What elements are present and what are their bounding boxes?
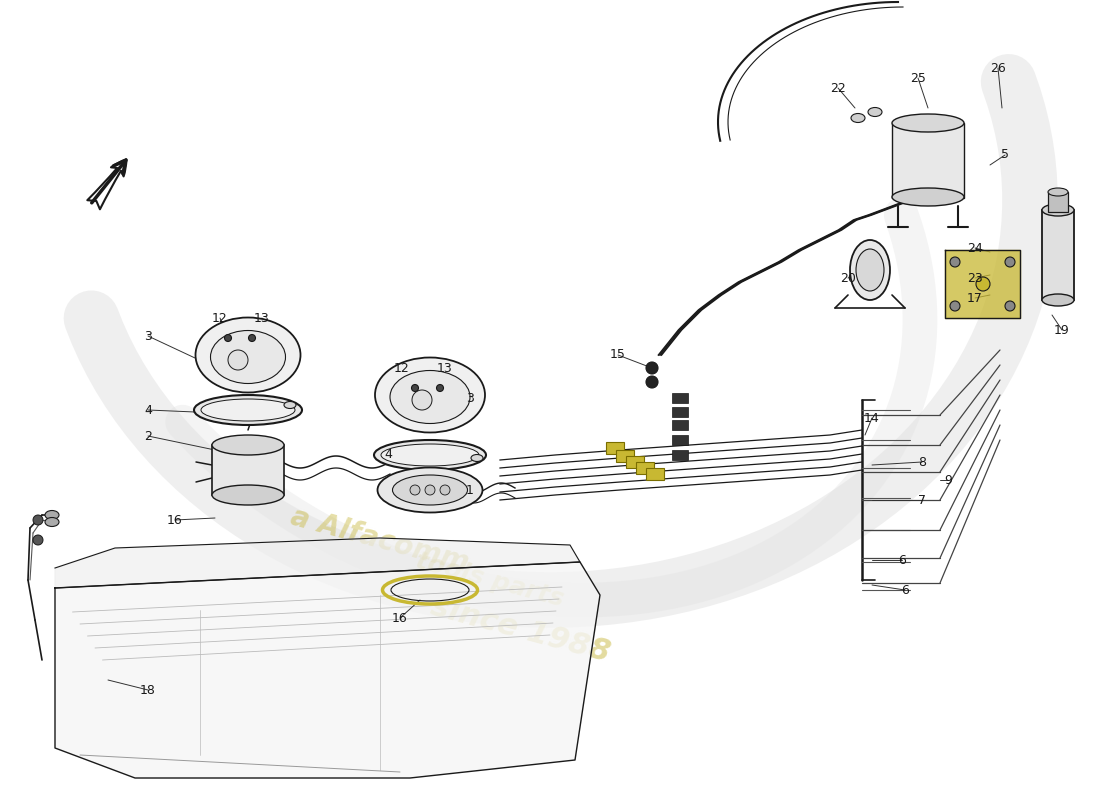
Bar	[892, 123, 964, 198]
Polygon shape	[945, 250, 1020, 318]
Ellipse shape	[390, 370, 470, 423]
Circle shape	[646, 376, 658, 388]
Text: 2: 2	[144, 430, 152, 442]
Polygon shape	[55, 562, 600, 778]
Circle shape	[437, 385, 443, 391]
Ellipse shape	[201, 399, 295, 421]
Text: 14: 14	[865, 411, 880, 425]
Ellipse shape	[892, 114, 964, 132]
Text: 26: 26	[990, 62, 1005, 74]
Ellipse shape	[45, 510, 59, 519]
Text: 7: 7	[918, 494, 926, 506]
Text: 16: 16	[392, 611, 408, 625]
Text: 19: 19	[1054, 323, 1070, 337]
Text: 4: 4	[144, 403, 152, 417]
Circle shape	[646, 362, 658, 374]
Text: 15: 15	[610, 349, 626, 362]
Text: 17: 17	[967, 291, 983, 305]
Text: 8: 8	[918, 455, 926, 469]
Circle shape	[425, 485, 435, 495]
Ellipse shape	[381, 444, 478, 466]
Circle shape	[1005, 257, 1015, 267]
Bar	[636, 462, 654, 474]
Text: since 1988: since 1988	[427, 592, 613, 668]
Circle shape	[224, 334, 231, 342]
Ellipse shape	[471, 454, 483, 462]
Text: 12: 12	[394, 362, 410, 374]
Ellipse shape	[212, 485, 284, 505]
Circle shape	[950, 257, 960, 267]
Ellipse shape	[196, 318, 300, 393]
Ellipse shape	[210, 330, 286, 383]
Bar	[672, 420, 688, 430]
Text: 24: 24	[967, 242, 983, 254]
Circle shape	[228, 350, 248, 370]
Bar	[212, 445, 284, 495]
Ellipse shape	[892, 188, 964, 206]
Bar	[606, 442, 624, 454]
Ellipse shape	[377, 467, 483, 513]
Ellipse shape	[45, 518, 59, 526]
Bar	[672, 407, 688, 417]
Bar	[672, 435, 688, 445]
Text: 1: 1	[466, 483, 474, 497]
Text: 18: 18	[140, 683, 156, 697]
Ellipse shape	[850, 240, 890, 300]
Text: 3: 3	[466, 391, 474, 405]
Bar	[1042, 210, 1074, 300]
Text: 22: 22	[830, 82, 846, 94]
Circle shape	[440, 485, 450, 495]
Text: 6: 6	[901, 583, 909, 597]
Ellipse shape	[1042, 204, 1074, 216]
Ellipse shape	[1048, 188, 1068, 196]
Text: 20: 20	[840, 271, 856, 285]
Bar	[672, 393, 688, 403]
Text: 23: 23	[967, 271, 983, 285]
Text: 16: 16	[167, 514, 183, 526]
Text: tools parts: tools parts	[414, 549, 566, 611]
Ellipse shape	[374, 440, 486, 470]
Circle shape	[33, 515, 43, 525]
Circle shape	[249, 334, 255, 342]
Circle shape	[33, 535, 43, 545]
Polygon shape	[55, 538, 580, 588]
Text: a Alfacomm: a Alfacomm	[288, 502, 472, 578]
Ellipse shape	[375, 358, 485, 433]
Text: 5: 5	[1001, 149, 1009, 162]
Text: 3: 3	[144, 330, 152, 342]
Ellipse shape	[851, 114, 865, 122]
Bar	[672, 450, 688, 460]
Ellipse shape	[393, 475, 468, 505]
Text: 13: 13	[254, 311, 270, 325]
Ellipse shape	[194, 395, 302, 425]
Bar	[1048, 192, 1068, 212]
Bar	[626, 456, 644, 468]
Circle shape	[411, 385, 418, 391]
Text: 13: 13	[437, 362, 453, 374]
Text: 12: 12	[212, 311, 228, 325]
Ellipse shape	[212, 435, 284, 455]
Ellipse shape	[856, 249, 884, 291]
Text: 4: 4	[384, 449, 392, 462]
Text: 6: 6	[898, 554, 906, 566]
Circle shape	[950, 301, 960, 311]
Text: 9: 9	[944, 474, 952, 486]
Circle shape	[410, 485, 420, 495]
Text: 25: 25	[910, 71, 926, 85]
Circle shape	[1005, 301, 1015, 311]
Ellipse shape	[868, 107, 882, 117]
Ellipse shape	[1042, 294, 1074, 306]
Bar	[616, 450, 634, 462]
Bar	[646, 468, 664, 480]
Circle shape	[976, 277, 990, 291]
Circle shape	[412, 390, 432, 410]
Ellipse shape	[284, 402, 296, 409]
